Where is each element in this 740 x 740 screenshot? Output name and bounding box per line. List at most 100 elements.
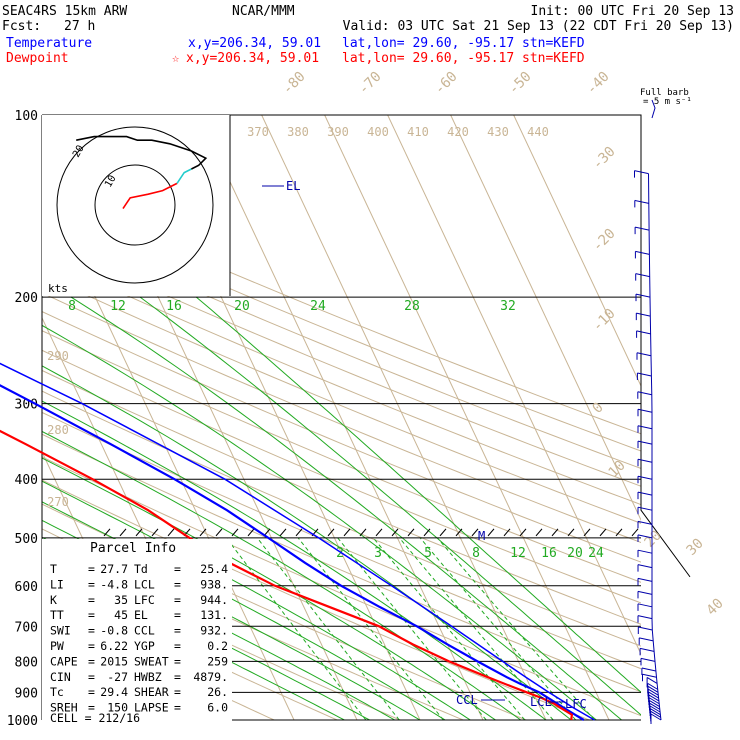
legend-temperature-stn: stn=KEFD — [522, 36, 585, 51]
parcel-equals: = — [88, 639, 95, 653]
wind-barb — [642, 673, 657, 678]
wind-barb — [634, 226, 650, 231]
mixing-ratio-line — [297, 537, 444, 720]
mixing-ratio-line — [337, 537, 487, 720]
parcel-value: 25.4 — [200, 562, 228, 576]
parcel-label: HWBZ — [134, 670, 162, 684]
pressure-tick-label: 600 — [15, 580, 38, 595]
wind-barb — [637, 549, 653, 554]
model-name: SEAC4RS 15km ARW — [2, 4, 127, 19]
isotherm-label: -30 — [590, 144, 619, 173]
mixing-ratio-label: 5 — [424, 546, 432, 561]
mixing-ratio-label: 28 — [404, 299, 420, 314]
dry-adiabat-line — [42, 411, 641, 670]
mixing-ratio-line — [437, 537, 595, 720]
isentrope-label: 280 — [47, 423, 69, 437]
parcel-equals: = — [174, 577, 181, 591]
mixing-ratio-label: 20 — [567, 546, 583, 561]
parcel-value: 150 — [107, 701, 128, 715]
legend-dewpoint-label: Dewpoint — [6, 51, 69, 66]
hatch-mark — [487, 528, 495, 537]
dry-adiabat-line — [42, 239, 641, 487]
wind-barb — [648, 694, 660, 702]
star-icon: ☆ — [172, 51, 179, 65]
wind-barb — [639, 637, 654, 642]
parcel-equals: = — [174, 654, 181, 668]
wind-barb — [637, 408, 653, 413]
mixing-ratio-line — [399, 537, 554, 720]
parcel-value: 944. — [200, 593, 228, 607]
mixing-ratio-label: 3 — [374, 546, 382, 561]
series-temperature-line — [0, 384, 585, 721]
mixing-ratio-label: 32 — [500, 299, 516, 314]
parcel-equals: = — [174, 593, 181, 607]
parcel-equals: = — [88, 701, 95, 715]
wind-barb — [650, 708, 661, 716]
mixing-ratio-label: 16 — [541, 546, 557, 561]
isotherm-label: -80 — [280, 69, 309, 98]
dry-adiabat-line — [42, 256, 641, 506]
parcel-value: 131. — [200, 608, 228, 622]
wind-barbs — [634, 99, 662, 724]
parcel-value: 2015 — [100, 654, 128, 668]
isotherm-line — [513, 115, 641, 388]
parcel-label: SWI — [50, 624, 71, 638]
wind-barb — [637, 372, 652, 377]
hatch-mark — [551, 528, 559, 537]
wind-barb — [637, 475, 653, 480]
annotation-lcl: LCL — [530, 695, 552, 709]
wind-barb — [637, 506, 653, 511]
pressure-tick-label: 100 — [15, 109, 38, 124]
init-time: Init: 00 UTC Fri 20 Sep 13 — [531, 4, 735, 19]
wind-barb — [648, 688, 659, 696]
hatch-mark — [567, 528, 575, 537]
dry-adiabat-line — [42, 349, 641, 604]
hatch-mark — [439, 528, 447, 537]
legend-temperature-latlon: lat,lon= 29.60, -95.17 — [342, 36, 514, 51]
parcel-label: Td — [134, 562, 148, 576]
parcel-value: -27 — [107, 670, 128, 684]
pressure-tick-label: 900 — [15, 686, 38, 701]
fcst-value: 27 h — [64, 19, 95, 34]
parcel-equals: = — [88, 577, 95, 591]
pressure-tick-label: 1000 — [7, 714, 38, 729]
wind-barb — [637, 564, 653, 569]
isotherm-line — [261, 115, 547, 720]
isotherm-line — [324, 115, 610, 720]
parcel-label: CAPE — [50, 654, 78, 668]
hatch-mark — [199, 528, 207, 537]
wind-barb — [638, 626, 653, 631]
pressure-tick-label: 400 — [15, 473, 38, 488]
parcel-label: SWEAT — [134, 654, 169, 668]
parcel-label: CIN — [50, 670, 71, 684]
hatch-mark — [631, 528, 639, 537]
wind-barb — [647, 682, 658, 690]
legend-temperature-label: Temperature — [6, 36, 92, 51]
wind-barb — [650, 710, 661, 718]
wind-barb — [650, 713, 662, 721]
annotation-lfc: LFC — [565, 697, 587, 711]
isotherm-label: 40 — [704, 596, 727, 619]
legend-temperature-xy: x,y=206.34, 59.01 — [188, 36, 321, 51]
dry-adiabat-line — [42, 292, 641, 544]
hatch-mark — [151, 528, 159, 537]
parcel-value: 6.0 — [207, 701, 228, 715]
legend-dewpoint-stn: stn=KEFD — [522, 51, 585, 66]
hatch-mark — [455, 528, 463, 537]
hodograph-trace — [122, 182, 178, 210]
dry-adiabat-line — [42, 205, 641, 452]
mixing-ratio-line — [372, 537, 526, 720]
hodograph-ring-inner — [94, 164, 176, 246]
isotherm-label: 20 — [642, 528, 665, 551]
mixing-ratio-line — [256, 537, 400, 720]
isotherm-label: 30 — [684, 536, 707, 559]
hatch-mark — [359, 528, 367, 537]
parcel-label: LAPSE — [134, 701, 169, 715]
parcel-label: EL — [134, 608, 148, 622]
parcel-label: PW — [50, 639, 64, 653]
mixing-ratio-label: 16 — [166, 299, 182, 314]
wind-barb — [646, 676, 658, 684]
hodograph-trace — [176, 168, 192, 184]
parcel-value: 26. — [207, 685, 228, 699]
